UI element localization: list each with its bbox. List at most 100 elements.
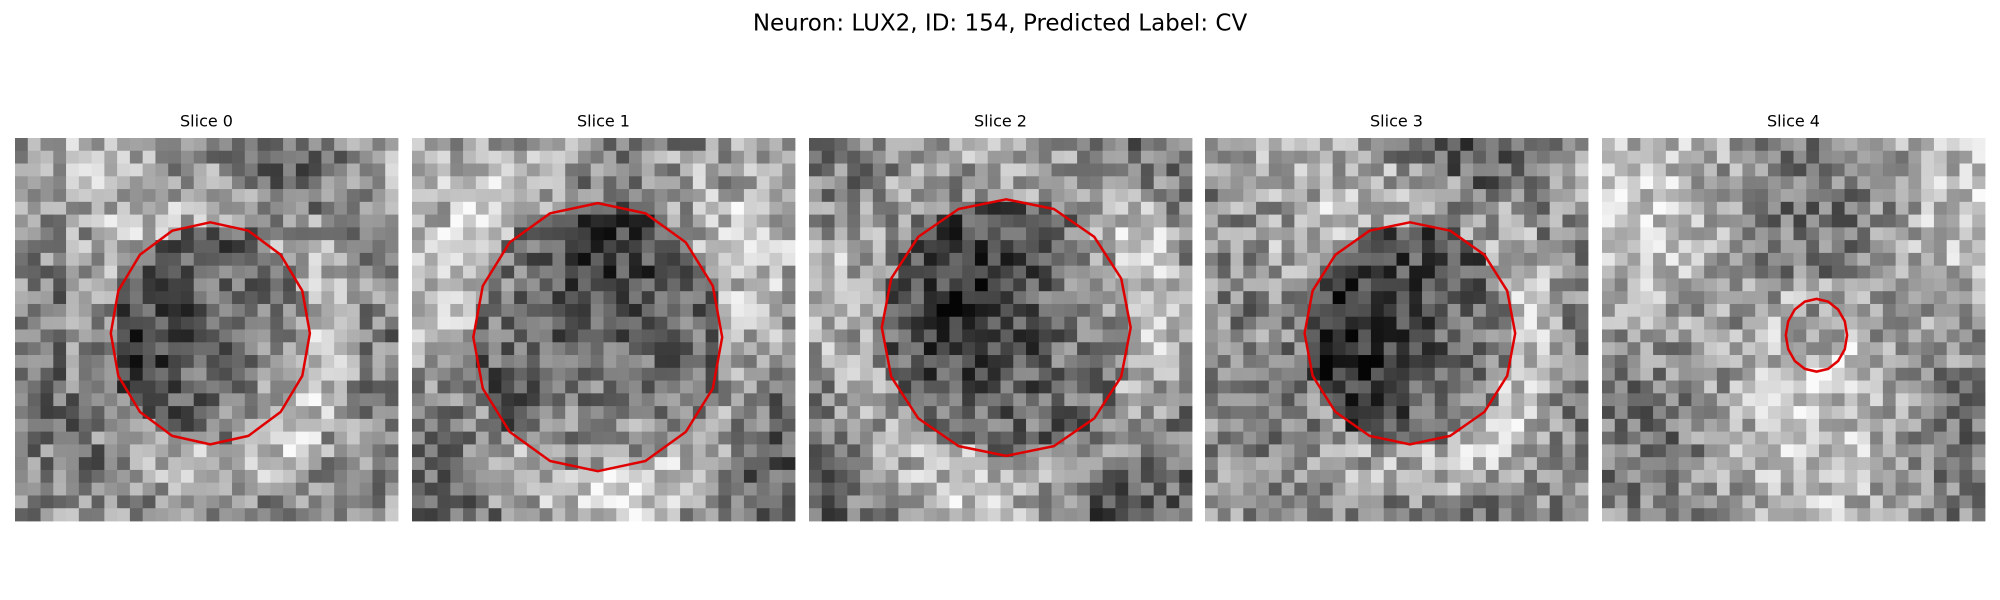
pixel <box>1933 469 1948 484</box>
pixel <box>15 163 29 177</box>
pixel <box>1742 201 1756 215</box>
pixel <box>629 163 643 177</box>
pixel <box>1908 176 1922 190</box>
pixel <box>847 418 861 433</box>
pixel <box>1946 431 1960 445</box>
pixel <box>552 252 566 267</box>
pixel <box>552 355 566 369</box>
pixel <box>821 163 835 177</box>
pixel <box>590 342 604 356</box>
pixel <box>232 291 246 305</box>
pixel <box>1217 214 1231 228</box>
pixel <box>1882 291 1897 305</box>
pixel <box>654 418 668 433</box>
pixel <box>104 482 118 496</box>
pixel <box>117 291 131 305</box>
pixel <box>1716 329 1731 343</box>
pixel <box>1536 406 1551 420</box>
roi-contour <box>472 201 724 473</box>
pixel <box>1345 457 1359 471</box>
pixel <box>872 176 886 190</box>
pixel <box>1716 380 1731 394</box>
pixel <box>488 303 502 318</box>
pixel <box>1307 227 1321 241</box>
pixel <box>590 482 604 496</box>
pixel <box>1742 240 1756 254</box>
pixel <box>1000 278 1014 292</box>
pixel <box>731 329 745 343</box>
pixel <box>1051 278 1065 292</box>
pixel <box>1319 495 1334 509</box>
pixel <box>1179 457 1193 471</box>
pixel <box>1870 482 1884 496</box>
pixel <box>1422 380 1436 394</box>
pixel <box>1115 201 1129 215</box>
pixel <box>1153 482 1167 496</box>
pixel <box>603 278 617 292</box>
pixel <box>1972 252 1986 267</box>
pixel <box>1281 495 1295 509</box>
pixel <box>501 291 515 305</box>
pixel <box>129 495 144 509</box>
pixel <box>1793 406 1807 420</box>
pixel <box>565 303 579 318</box>
pixel <box>974 367 989 381</box>
pixel <box>1602 316 1616 330</box>
pixel <box>1614 482 1628 496</box>
pixel <box>372 189 386 203</box>
pixel <box>1498 457 1512 471</box>
pixel <box>1819 508 1833 522</box>
pixel <box>514 508 528 522</box>
pixel <box>962 406 976 420</box>
pixel <box>731 508 745 522</box>
pixel <box>1614 303 1628 318</box>
pixel <box>1921 227 1935 241</box>
pixel <box>834 278 848 292</box>
pixel <box>1153 176 1167 190</box>
pixel <box>743 227 758 241</box>
pixel <box>1691 406 1705 420</box>
pixel <box>180 316 195 330</box>
pixel <box>359 227 373 241</box>
pixel <box>1485 457 1500 471</box>
pixel <box>1767 278 1782 292</box>
pixel <box>1524 150 1538 164</box>
pixel <box>1102 201 1116 215</box>
pixel <box>514 380 528 394</box>
pixel <box>346 201 361 215</box>
pixel <box>193 291 207 305</box>
pixel <box>949 176 963 190</box>
pixel <box>1089 393 1104 407</box>
pixel <box>1575 469 1589 484</box>
pixel <box>1653 163 1667 177</box>
pixel <box>1742 291 1756 305</box>
pixel <box>117 406 131 420</box>
pixel <box>1370 418 1385 433</box>
pixel <box>257 457 271 471</box>
pixel <box>1230 227 1244 241</box>
pixel <box>1767 342 1782 356</box>
pixel <box>590 508 604 522</box>
pixel <box>974 329 989 343</box>
pixel <box>1806 508 1820 522</box>
pixel <box>206 252 220 267</box>
pixel <box>1602 482 1616 496</box>
pixel <box>1562 265 1576 279</box>
pixel <box>1614 138 1628 152</box>
pixel <box>616 406 630 420</box>
pixel <box>501 444 515 458</box>
pixel <box>1498 214 1512 228</box>
pixel <box>1524 418 1538 433</box>
pixel <box>654 265 668 279</box>
pixel <box>1447 291 1461 305</box>
pixel <box>1422 316 1436 330</box>
pixel <box>1729 418 1743 433</box>
pixel <box>1179 495 1193 509</box>
pixel <box>1653 138 1667 152</box>
pixel <box>756 444 770 458</box>
pixel <box>1000 214 1014 228</box>
pixel <box>1268 367 1282 381</box>
pixel <box>142 431 156 445</box>
pixel <box>193 342 207 356</box>
pixel <box>1243 457 1257 471</box>
